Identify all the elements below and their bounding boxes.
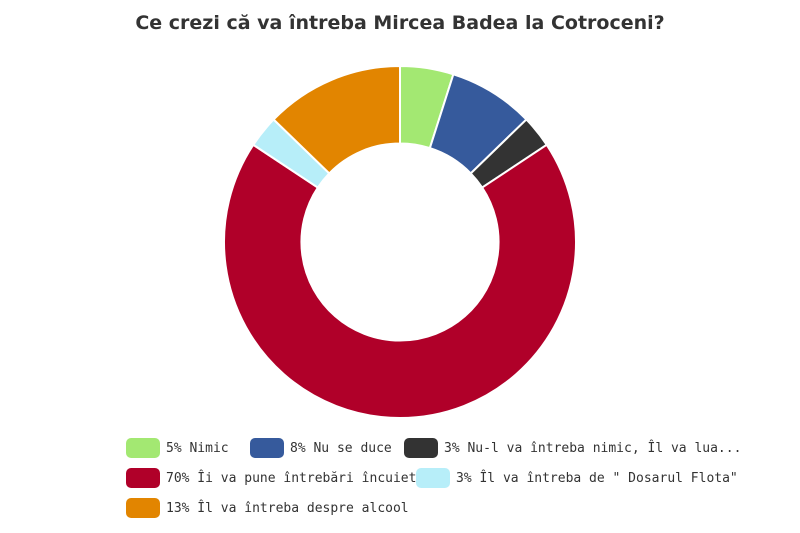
- legend-item-nimic[interactable]: 5% Nimic: [126, 437, 229, 459]
- legend-item-alcool[interactable]: 13% Îl va întreba despre alcool: [126, 497, 409, 519]
- legend-label: 3% Nu-l va întreba nimic, Îl va lua...: [444, 440, 742, 456]
- legend-item-dosarul-flota[interactable]: 3% Îl va întreba de " Dosarul Flota": [416, 467, 738, 489]
- legend-label: 5% Nimic: [166, 440, 229, 456]
- legend-item-nu-l-va-intreba[interactable]: 3% Nu-l va întreba nimic, Îl va lua...: [404, 437, 741, 459]
- legend-swatch: [250, 438, 284, 458]
- legend-swatch: [126, 468, 160, 488]
- legend-swatch: [416, 468, 450, 488]
- legend-swatch: [126, 498, 160, 518]
- chart-title: Ce crezi că va întreba Mircea Badea la C…: [135, 12, 665, 34]
- donut-slice-5[interactable]: [272, 64, 401, 175]
- donut-slice-3[interactable]: [223, 143, 577, 419]
- legend-item-intrebari-incuietoare[interactable]: 70% Îi va pune întrebări încuiet: [126, 467, 416, 489]
- legend-swatch: [126, 438, 160, 458]
- legend-label: 70% Îi va pune întrebări încuiet: [166, 470, 417, 486]
- legend-item-nu-se-duce[interactable]: 8% Nu se duce: [250, 437, 392, 459]
- legend-label: 13% Îl va întreba despre alcool: [166, 500, 409, 516]
- legend-swatch: [404, 438, 438, 458]
- legend-label: 8% Nu se duce: [290, 440, 392, 456]
- legend-label: 3% Îl va întreba de " Dosarul Flota": [456, 470, 738, 486]
